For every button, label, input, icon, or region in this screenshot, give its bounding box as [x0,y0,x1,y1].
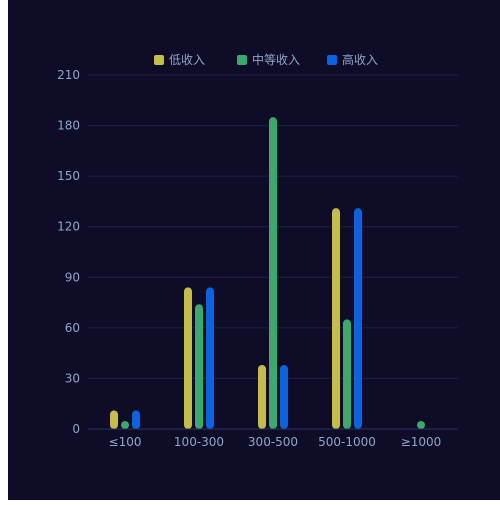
bar-1-300-500[interactable] [258,364,266,429]
y-axis: 0 30 60 90 120 150 180 210 [57,68,80,436]
legend-item[interactable]: 高收入 [327,52,378,67]
legend-swatch [237,55,247,65]
y-tick-label: 60 [65,321,80,335]
bar-3-≤100[interactable] [132,410,140,429]
bar-2-≤100[interactable] [121,421,129,429]
y-tick-label: 150 [57,169,80,183]
legend[interactable]: 低收入 中等收入 高收入 [154,52,378,67]
bar-3-100-300[interactable] [206,287,214,429]
bar-3-500-1000[interactable] [354,208,362,429]
legend-label: 低收入 [169,53,205,67]
x-tick-label: ≤100 [109,435,142,449]
bar-1-≤100[interactable] [110,410,118,429]
legend-item[interactable]: 中等收入 [237,52,300,67]
x-tick-label: ≥1000 [401,435,442,449]
legend-swatch [327,55,337,65]
legend-label: 中等收入 [252,52,300,67]
bar-1-100-300[interactable] [184,287,192,429]
bars [110,117,425,430]
bar-2-100-300[interactable] [195,304,203,429]
x-axis: ≤100 100-300 300-500 500-1000 ≥1000 [88,428,458,449]
y-tick-label: 0 [72,422,80,436]
legend-item[interactable]: 低收入 [154,53,205,67]
y-tick-label: 180 [57,119,80,133]
bar-chart: 低收入 中等收入 高收入 0 30 60 90 120 150 180 210 ≤100 100-3… [57,52,458,449]
x-tick-label: 300-500 [248,435,298,449]
y-tick-label: 120 [57,220,80,234]
bar-1-500-1000[interactable] [332,208,340,429]
y-tick-label: 30 [65,371,80,385]
legend-label: 高收入 [342,52,378,67]
legend-swatch [154,55,164,65]
x-tick-label: 500-1000 [318,435,376,449]
bar-2-500-1000[interactable] [343,319,351,429]
chart-background: 低收入 中等收入 高收入 0 30 60 90 120 150 180 210 ≤100 100-3… [8,0,500,500]
y-tick-label: 90 [65,270,80,284]
x-tick-label: 100-300 [174,435,224,449]
bar-3-300-500[interactable] [280,364,288,429]
y-tick-label: 210 [57,68,80,82]
bar-2-300-500[interactable] [269,117,277,430]
bar-2-≥1000[interactable] [417,421,425,429]
